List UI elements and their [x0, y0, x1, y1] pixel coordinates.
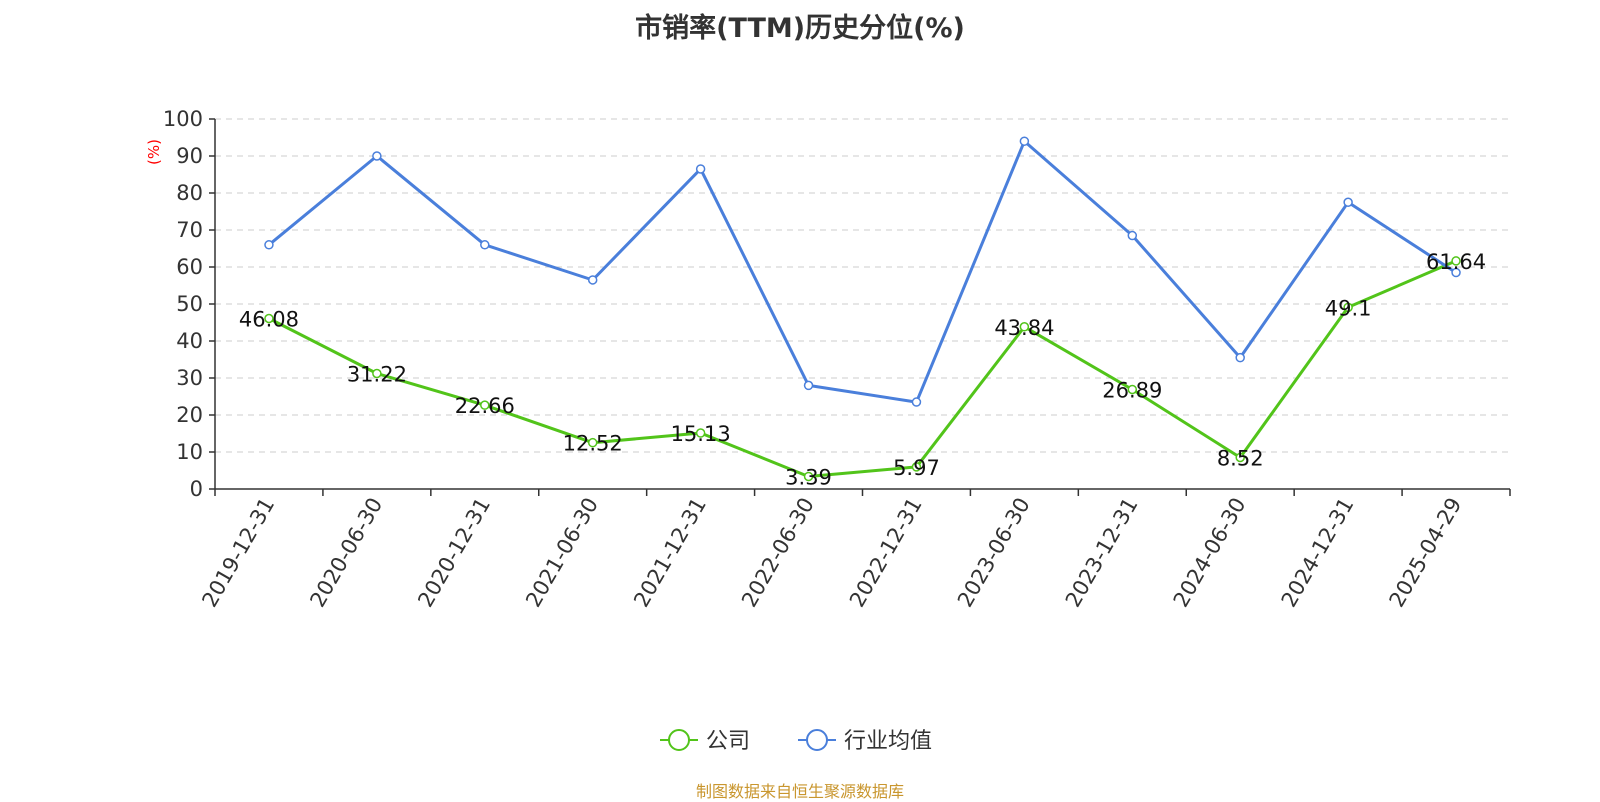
data-point-company: [372, 368, 382, 379]
data-label-company: 3.39: [785, 465, 832, 489]
data-point-industry: [372, 151, 382, 161]
legend-marker-company: [668, 729, 690, 751]
x-tick-label: 2025-04-29: [1385, 494, 1467, 612]
data-label-company: 43.84: [994, 316, 1054, 340]
series-line-company: [268, 259, 1457, 478]
y-tick-label: 30: [176, 366, 203, 390]
x-tick-label: 2023-06-30: [953, 494, 1035, 612]
data-label-company: 12.52: [563, 432, 623, 456]
data-point-industry: [587, 275, 598, 285]
source-note: 制图数据来自恒生聚源数据库: [695, 782, 904, 801]
legend-label-industry: 行业均值: [844, 729, 932, 754]
data-point-company: [695, 428, 706, 438]
y-tick-label: 60: [176, 255, 203, 279]
data-point-industry: [803, 380, 814, 391]
x-tick-label: 2024-12-31: [1277, 494, 1359, 612]
data-label-company: 15.13: [671, 422, 731, 446]
y-tick-label: 20: [176, 403, 203, 427]
data-point-industry: [264, 240, 274, 250]
data-point-industry: [911, 397, 922, 407]
data-label-company: 22.66: [455, 394, 515, 418]
x-tick-label: 2022-06-30: [737, 494, 819, 612]
data-point-company: [1235, 452, 1245, 463]
data-labels: 46.08 31.22 22.66 12.52 15.13 3.39 5.97 43.84 26…: [239, 250, 1486, 490]
x-tick-label: 2020-06-30: [305, 494, 387, 612]
y-tick-label: 100: [163, 107, 203, 131]
x-tick-label: 2023-12-31: [1061, 494, 1143, 612]
data-point-company: [911, 462, 922, 472]
legend-marker-industry: [806, 729, 828, 751]
data-point-company: [1019, 322, 1030, 332]
chart-title: 市销率(TTM)历史分位(%): [635, 13, 965, 44]
data-label-company: 31.22: [347, 362, 407, 386]
y-tick-label: 90: [176, 144, 203, 168]
data-point-company: [1451, 256, 1461, 266]
data-point-company: [264, 313, 274, 324]
data-label-company: 26.89: [1102, 379, 1162, 403]
data-label-company: 5.97: [893, 456, 940, 480]
x-tick-label: 2020-12-31: [413, 494, 495, 612]
data-point-industry: [1127, 230, 1138, 241]
data-label-company: 61.64: [1426, 250, 1486, 274]
data-point-company: [1343, 302, 1353, 313]
series-layer: [264, 136, 1461, 482]
data-label-company: 46.08: [239, 308, 299, 332]
data-point-industry: [480, 240, 490, 250]
y-tick-label: 40: [176, 329, 203, 353]
data-label-company: 49.1: [1325, 296, 1372, 320]
data-point-company: [480, 400, 490, 410]
grid-lines: [215, 118, 1510, 453]
y-axis-label: (%): [145, 139, 163, 165]
data-point-company: [1127, 384, 1138, 395]
data-point-industry: [1343, 197, 1353, 207]
data-point-company: [587, 437, 598, 448]
y-tick-label: 50: [176, 292, 203, 316]
data-point-industry: [1451, 267, 1461, 278]
data-point-industry: [1019, 136, 1030, 146]
data-point-company: [803, 471, 814, 482]
x-tick-label: 2021-06-30: [521, 494, 603, 612]
x-tick-label: 2022-12-31: [845, 494, 927, 612]
y-tick-label: 10: [176, 440, 203, 464]
x-tick-label: 2024-06-30: [1169, 494, 1251, 612]
data-point-industry: [695, 164, 706, 174]
data-label-company: 8.52: [1217, 446, 1264, 470]
y-tick-label: 0: [190, 477, 203, 501]
legend-label-company: 公司: [706, 729, 750, 754]
x-tick-label: 2019-12-31: [197, 494, 279, 612]
data-point-industry: [1235, 352, 1245, 363]
y-tick-label: 80: [176, 181, 203, 205]
x-tick-label: 2021-12-31: [629, 494, 711, 612]
series-line-industry: [268, 139, 1457, 404]
y-tick-label: 70: [176, 218, 203, 242]
legend: 公司 行业均值: [660, 729, 932, 754]
